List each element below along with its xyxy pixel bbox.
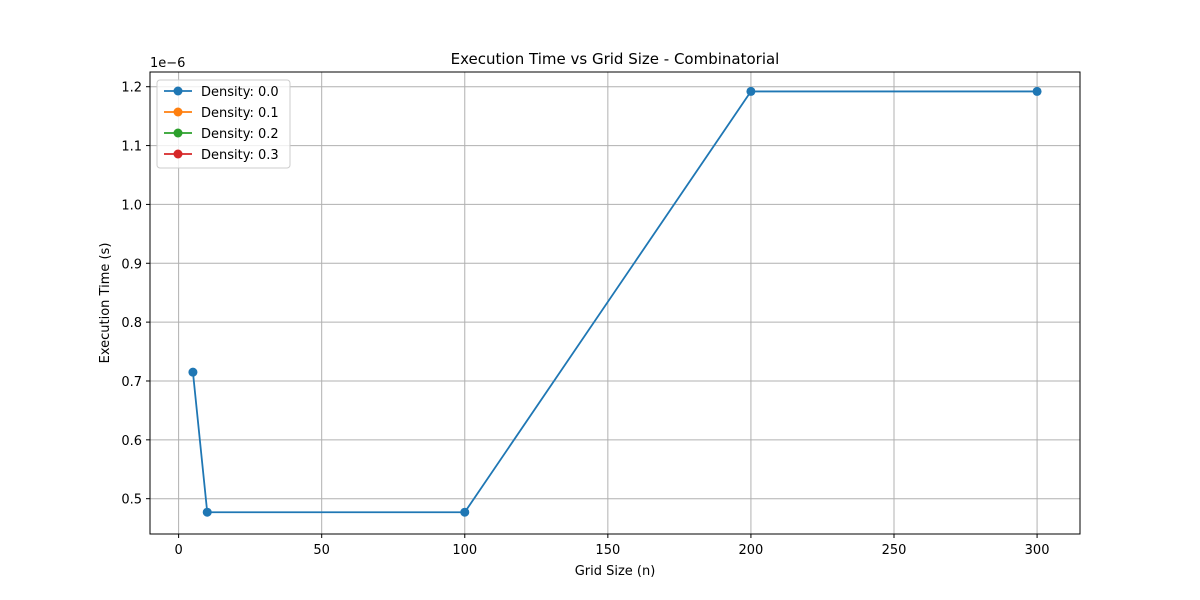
x-tick-label: 0: [174, 543, 182, 558]
legend-entry: Density: 0.3: [201, 148, 279, 163]
data-point: [188, 367, 198, 377]
data-point: [746, 86, 756, 96]
legend-entry: Density: 0.0: [201, 85, 279, 100]
legend-marker: [173, 128, 183, 138]
y-tick-label: 0.7: [121, 375, 142, 390]
y-tick-label: 1.0: [121, 198, 142, 213]
legend-entry: Density: 0.2: [201, 127, 279, 142]
y-tick-label: 0.9: [121, 257, 142, 272]
y-axis-label: Execution Time (s): [98, 243, 113, 364]
legend: Density: 0.0 Density: 0.1 Density: 0.2 Dens…: [156, 79, 291, 169]
legend-marker: [173, 107, 183, 117]
legend-marker: [173, 149, 183, 159]
y-tick-label: 1.1: [121, 140, 142, 155]
y-axis-offset-text: 1e−6: [150, 56, 185, 71]
x-axis-label: Grid Size (n): [575, 564, 656, 579]
x-tick-label: 250: [882, 543, 907, 558]
y-tick-label: 0.6: [121, 434, 142, 449]
grid-lines: [150, 72, 1080, 534]
x-tick-label: 150: [595, 543, 620, 558]
x-tick-label: 300: [1025, 543, 1050, 558]
y-tick-label: 1.2: [121, 81, 142, 96]
axis-ticks: 0 50 100 150 200 250 300 0.5 0.6 0.7 0.8 0.9 1.0 1.1 1…: [121, 81, 1049, 558]
data-point: [460, 507, 470, 517]
series-line: [192, 90, 1038, 514]
series-lines: [188, 86, 1042, 517]
chart-title: Execution Time vs Grid Size - Combinator…: [451, 50, 780, 68]
y-tick-label: 0.8: [121, 316, 142, 331]
plot-frame: [149, 71, 1081, 535]
data-point: [1032, 86, 1042, 96]
data-point: [202, 507, 212, 517]
legend-box: [156, 79, 291, 169]
legend-marker: [173, 86, 183, 96]
y-tick-label: 0.5: [121, 493, 142, 508]
x-tick-label: 100: [452, 543, 477, 558]
x-tick-label: 50: [313, 543, 330, 558]
x-tick-label: 200: [739, 543, 764, 558]
legend-entry: Density: 0.1: [201, 106, 279, 121]
